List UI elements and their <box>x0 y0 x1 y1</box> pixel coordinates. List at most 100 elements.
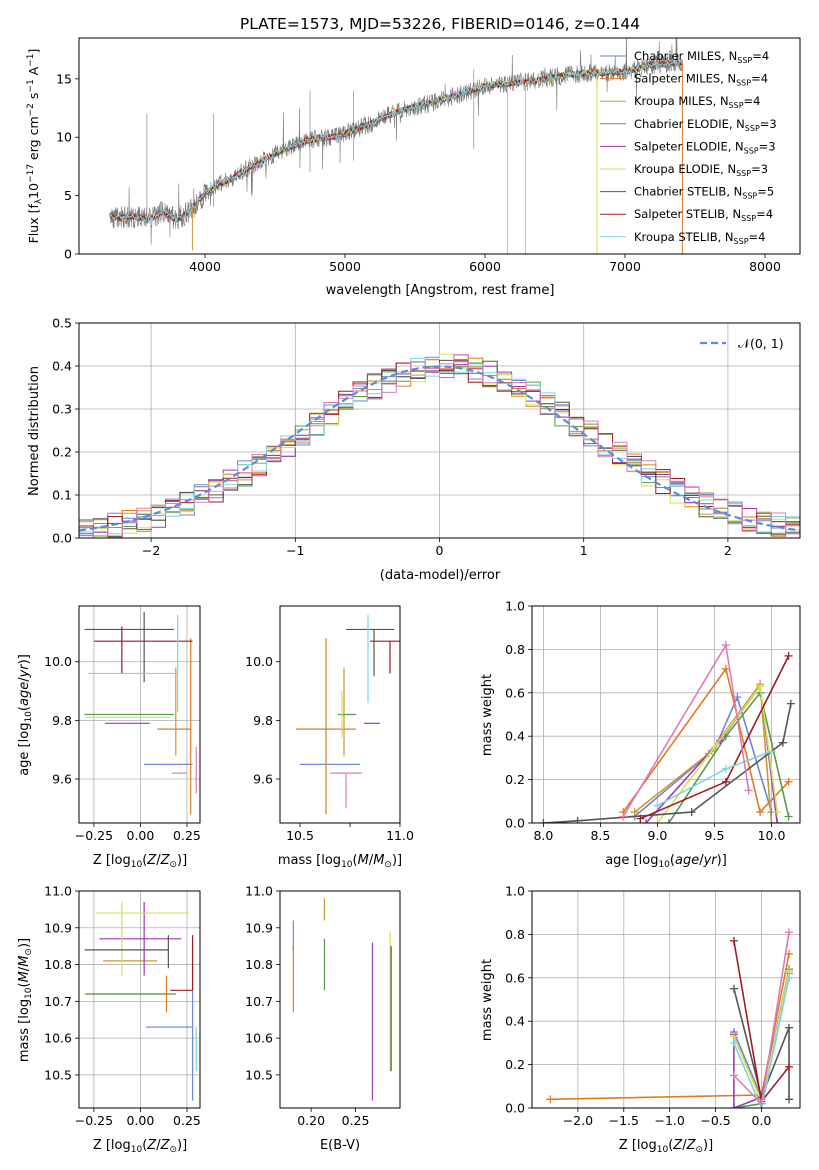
legend-label: Salpeter STELIB, NSSP=4 <box>634 207 773 223</box>
y-tick-label: 0 <box>64 247 72 262</box>
axes-frame <box>78 322 801 539</box>
mass-weight-vs-metallicity-panel: −2.0 −1.5 −1.0 −0.5 0.0 0.0 0.2 0.4 0.6 0.8 1.0 <box>505 884 801 1128</box>
y-tick-label: 0.4 <box>505 1014 525 1029</box>
y-tick-label: 5 <box>64 188 72 203</box>
mass-weight-marker <box>784 928 793 937</box>
axes-frame <box>78 37 801 255</box>
legend-label: Kroupa ELODIE, NSSP=3 <box>634 162 768 178</box>
mass-weight-marker <box>630 808 639 817</box>
mass-weight-marker <box>784 812 793 821</box>
mwage-ylabel: mass weight <box>480 674 495 756</box>
x-tick-label: 10.5 <box>286 828 314 843</box>
mass-weight-marker <box>619 812 628 821</box>
legend-label: Salpeter MILES, NSSP=4 <box>634 72 768 88</box>
x-tick-label: 0.20 <box>297 1113 325 1128</box>
x-tick-label: −0.25 <box>75 1113 113 1128</box>
y-tick-label: 9.6 <box>52 772 72 787</box>
mass-weight-marker <box>784 777 793 786</box>
age-vs-metallicity-panel: −0.25 0.00 0.25 9.6 9.8 10.0 <box>44 605 201 843</box>
x-tick-label: 8000 <box>749 259 781 274</box>
axes-frame <box>279 890 401 1109</box>
mass-weight-marker <box>721 777 730 786</box>
mass-weight-marker <box>767 819 776 823</box>
x-tick-label: 7000 <box>609 259 641 274</box>
y-tick-label: 10 <box>56 130 72 145</box>
y-tick-label: 10.8 <box>245 957 273 972</box>
x-tick-label: −2 <box>142 543 160 558</box>
agez-ylabel: age [log10(age/yr)] <box>17 654 34 776</box>
y-tick-label: 0.2 <box>505 772 525 787</box>
x-tick-label: 0.00 <box>127 1113 155 1128</box>
y-tick-label: 9.8 <box>253 713 273 728</box>
mwz-xlabel: Z [log10(Z/Z⊙)] <box>619 1138 713 1155</box>
y-tick-label: 0.1 <box>52 488 72 503</box>
x-tick-label: −2.0 <box>563 1113 593 1128</box>
y-tick-label: 1.0 <box>505 884 525 899</box>
residual-histogram-panel: −2 −1 0 1 2 0.0 0.1 0.2 0.3 0.4 0.5 𝒩(0, 1) <box>52 316 801 558</box>
x-tick-label: 0.25 <box>342 1113 370 1128</box>
hist-xlabel: (data-model)/error <box>380 568 501 583</box>
mass-weight-marker <box>784 651 793 660</box>
y-tick-label: 0.3 <box>52 402 72 417</box>
mass-vs-metallicity-panel: −0.25 0.00 0.25 10.5 10.6 10.7 10.8 10.9 11.0 <box>44 884 201 1129</box>
y-tick-label: 0.2 <box>505 1057 525 1072</box>
mass-weight-marker <box>653 819 662 823</box>
x-tick-label: 9.5 <box>705 828 725 843</box>
y-tick-label: 10.5 <box>245 1067 273 1082</box>
y-tick-label: 10.6 <box>245 1031 273 1046</box>
axes-frame <box>78 605 201 824</box>
age-vs-mass-panel: 10.5 11.0 9.6 9.8 10.0 <box>245 605 414 843</box>
mass-weight-marker <box>786 699 795 708</box>
mass-weight-marker <box>729 984 738 993</box>
y-tick-label: 0.0 <box>52 531 72 546</box>
mass-weight-marker <box>756 808 765 817</box>
mass-weight-marker <box>778 738 787 747</box>
mwage-xlabel: age [log10(age/yr)] <box>605 853 727 870</box>
y-tick-label: 9.8 <box>52 713 72 728</box>
mass-weight-marker <box>729 936 738 945</box>
legend-label: Kroupa STELIB, NSSP=4 <box>634 230 765 246</box>
mass-weight-marker <box>744 786 753 795</box>
x-tick-label: 10.0 <box>758 828 786 843</box>
y-tick-label: 0.5 <box>52 316 72 331</box>
y-tick-label: 11.0 <box>44 884 72 899</box>
mass-weight-marker <box>664 819 673 823</box>
massz-xlabel: Z [log10(Z/Z⊙)] <box>93 1138 187 1155</box>
massebv-xlabel: E(B-V) <box>320 1138 360 1153</box>
legend-label: Chabrier ELODIE, NSSP=3 <box>634 117 777 133</box>
x-tick-label: 0.00 <box>127 828 155 843</box>
x-tick-label: 2 <box>724 543 732 558</box>
mass-weight-marker <box>729 1071 738 1080</box>
y-tick-label: 0.4 <box>52 359 72 374</box>
mwz-ylabel: mass weight <box>480 959 495 1041</box>
legend-label: 𝒩(0, 1) <box>738 336 784 351</box>
x-tick-label: −1.0 <box>654 1113 684 1128</box>
x-tick-label: 0 <box>436 543 444 558</box>
mass-weight-line-1 <box>634 694 773 818</box>
mass-weight-marker <box>784 1062 793 1071</box>
spectrum-ylabel: Flux [fλ10−17 erg cm−2 s−1 A−1] <box>26 49 44 244</box>
y-tick-label: 10.5 <box>44 1067 72 1082</box>
axes-frame <box>279 605 401 824</box>
mass-weight-marker <box>642 819 651 823</box>
y-tick-label: 10.7 <box>44 994 72 1009</box>
mass-weight-marker <box>773 808 782 817</box>
spectrum-xlabel: wavelength [Angstrom, rest frame] <box>326 283 555 298</box>
x-tick-label: 11.0 <box>386 828 414 843</box>
y-tick-label: 15 <box>56 71 72 86</box>
x-tick-label: 5000 <box>329 259 361 274</box>
mass-weight-marker <box>784 1023 793 1032</box>
x-tick-label: −1 <box>286 543 304 558</box>
y-tick-label: 10.9 <box>44 920 72 935</box>
y-tick-label: 10.7 <box>245 994 273 1009</box>
mass-weight-marker <box>721 641 730 650</box>
mass-weight-marker <box>756 682 765 691</box>
mass-vs-extinction-panel: 0.20 0.25 10.5 10.6 10.7 10.8 10.9 11.0 <box>245 884 401 1128</box>
y-tick-label: 0.6 <box>505 685 525 700</box>
mass-weight-marker <box>710 743 719 752</box>
y-tick-label: 10.0 <box>245 654 273 669</box>
y-tick-label: 11.0 <box>245 884 273 899</box>
massz-ylabel: mass [log10(M/M⊙)] <box>17 938 34 1062</box>
mass-weight-marker <box>546 1095 555 1104</box>
